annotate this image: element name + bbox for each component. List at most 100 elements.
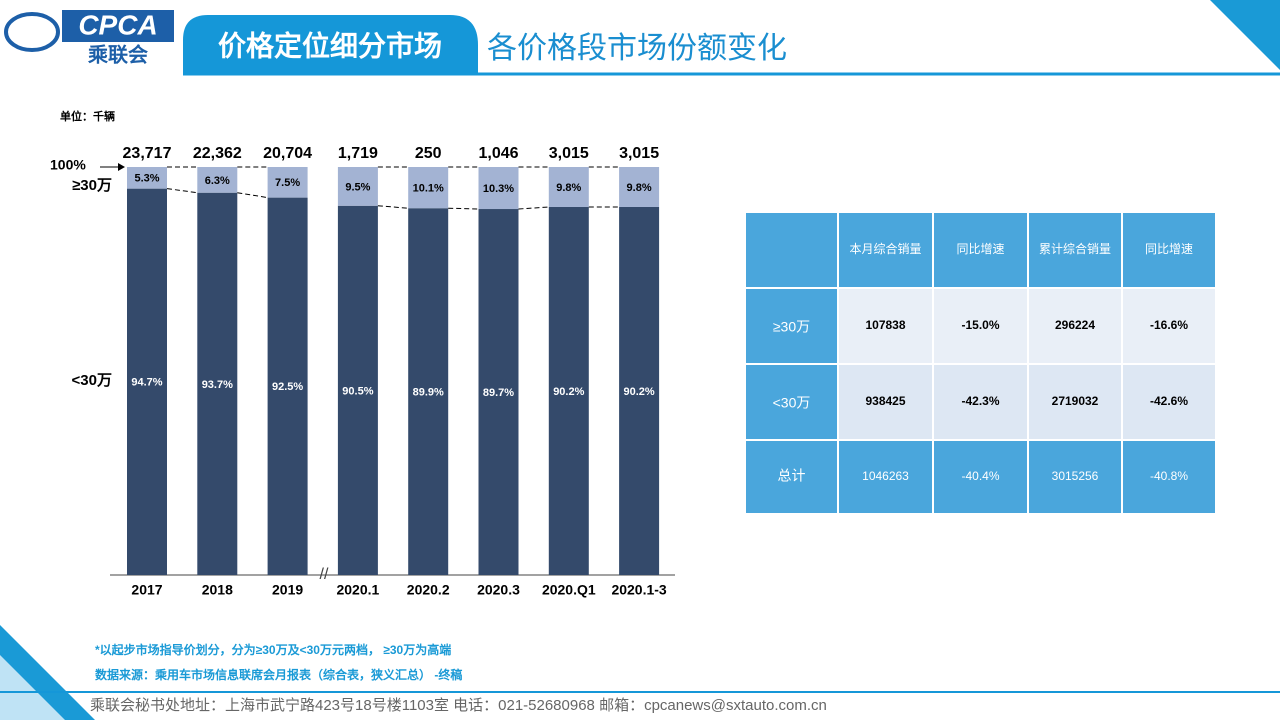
table-text: -15.0% <box>961 318 999 332</box>
bar-segment <box>408 208 449 575</box>
value-label: 9.5% <box>345 181 370 193</box>
table-text: -40.4% <box>961 469 999 483</box>
title: 价格定位细分市场 <box>218 29 442 61</box>
value-label: 94.7% <box>131 377 162 389</box>
series-label: ≥30万 <box>72 177 112 194</box>
x-tick-label: 2019 <box>272 582 303 598</box>
table-cell <box>1027 363 1123 441</box>
connector <box>518 206 549 210</box>
table-cell <box>1121 439 1217 515</box>
table-text: ≥30万 <box>773 319 810 335</box>
table-header: 本月综合销量 <box>849 241 921 256</box>
table-text: 107838 <box>865 318 905 332</box>
value-label: 5.3% <box>134 173 159 185</box>
x-tick-label: 2020.1 <box>336 582 379 598</box>
connector <box>377 205 409 209</box>
total-label: 23,717 <box>123 145 172 162</box>
bar-segment <box>197 167 238 193</box>
table-text: 296224 <box>1055 318 1095 332</box>
connector <box>237 192 268 199</box>
bar-segment <box>267 167 308 198</box>
bar-segment <box>619 206 660 575</box>
bar-segment <box>127 188 167 575</box>
table-text: 总计 <box>778 468 806 484</box>
table-text: -42.6% <box>1150 394 1188 408</box>
logo-name: CPCA <box>78 9 157 40</box>
x-tick-label: 2020.Q1 <box>542 582 596 598</box>
total-label: 1,719 <box>338 145 378 162</box>
table-cell <box>837 363 934 441</box>
footnote: *以起步市场指导价划分，分为≥30万及<30万元两档， ≥30万为高端 <box>95 642 451 657</box>
table-cell <box>837 439 934 515</box>
table-cell <box>837 287 934 365</box>
table-header: 同比增速 <box>956 242 1004 256</box>
table-cell <box>1121 211 1217 289</box>
table-text: 2719032 <box>1052 394 1099 408</box>
total-label: 22,362 <box>193 145 242 162</box>
table-cell <box>932 439 1029 515</box>
bar-segment <box>478 167 519 210</box>
table-text: <30万 <box>773 395 811 411</box>
logo-box <box>62 10 174 42</box>
value-label: 9.8% <box>627 182 652 194</box>
table-header: 累计综合销量 <box>1039 241 1111 256</box>
x-tick-label: 2020.1-3 <box>611 582 666 598</box>
unit-label: 单位：千辆 <box>60 109 115 123</box>
logo-mark <box>4 12 60 52</box>
x-tick-label: 2020.2 <box>407 582 450 598</box>
table-text: -16.6% <box>1150 318 1188 332</box>
total-label: 3,015 <box>549 145 589 162</box>
total-label: 250 <box>415 145 442 162</box>
bar-segment <box>408 167 449 209</box>
series-label: <30万 <box>72 372 112 389</box>
table-cell <box>1121 287 1217 365</box>
table-text: 1046263 <box>862 469 909 483</box>
total-label: 20,704 <box>263 145 312 162</box>
subtitle: 各价格段市场份额变化 <box>487 32 787 65</box>
value-label: 90.2% <box>553 386 584 398</box>
total-label: 1,046 <box>478 145 518 162</box>
table-text: 938425 <box>865 394 905 408</box>
table-cell <box>932 287 1029 365</box>
x-tick-label: 2017 <box>131 582 162 598</box>
axis-break: // <box>320 566 329 583</box>
bar-segment <box>548 206 589 575</box>
bar-segment <box>619 167 660 207</box>
table-cell <box>837 211 934 289</box>
bar-segment <box>337 205 378 575</box>
table-cell <box>932 363 1029 441</box>
table-header: 同比增速 <box>1145 242 1193 256</box>
table-cell <box>744 439 839 515</box>
value-label: 90.2% <box>623 386 654 398</box>
connector <box>448 207 479 210</box>
value-label: 92.5% <box>272 381 303 393</box>
bar-segment <box>337 167 378 206</box>
value-label: 10.3% <box>483 183 514 195</box>
footer: 乘联会秘书处地址：上海市武宁路423号18号楼1103室 电话：021-5268… <box>90 697 827 714</box>
total-label: 3,015 <box>619 145 659 162</box>
value-label: 7.5% <box>275 177 300 189</box>
table-cell <box>1121 363 1217 441</box>
x-tick-label: 2020.3 <box>477 582 520 598</box>
bar-segment <box>478 209 519 576</box>
arrow-head <box>118 163 125 171</box>
table-text: -42.3% <box>961 394 999 408</box>
bar-segment <box>127 167 167 189</box>
bar-segment <box>548 167 589 207</box>
value-label: 89.9% <box>413 387 444 399</box>
value-label: 10.1% <box>413 183 444 195</box>
table-cell <box>744 287 839 365</box>
logo-chinese: 乘联会 <box>87 42 148 66</box>
footnote: 数据来源：乘用车市场信息联席会月报表（综合表，狭义汇总） -终稿 <box>95 667 462 682</box>
value-label: 93.7% <box>202 379 233 391</box>
table-text: -40.8% <box>1150 469 1188 483</box>
bar-segment <box>197 192 238 576</box>
table-cell <box>744 211 839 289</box>
bar-segment <box>267 197 308 575</box>
value-label: 90.5% <box>342 385 373 397</box>
value-label: 89.7% <box>483 387 514 399</box>
connector <box>166 188 198 194</box>
title-box <box>183 15 478 73</box>
annotation: 100% <box>50 157 86 173</box>
corner-decoration <box>1210 0 1280 70</box>
